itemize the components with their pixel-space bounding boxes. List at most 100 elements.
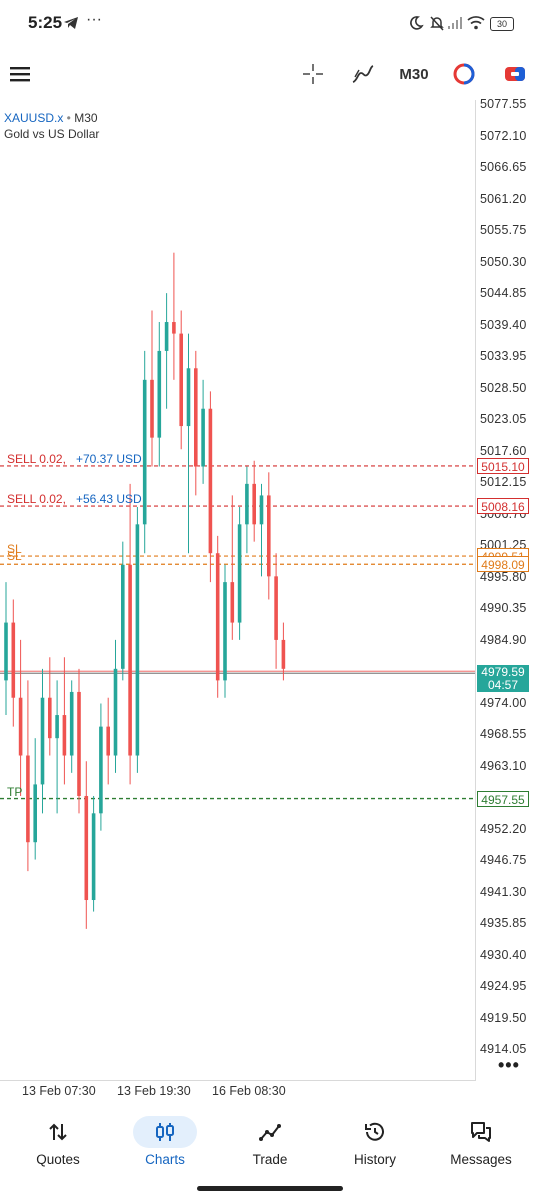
- candle: [48, 657, 52, 756]
- candle: [237, 506, 242, 640]
- nav-quotes[interactable]: Quotes: [8, 1108, 108, 1172]
- price-axis-divider: [475, 100, 476, 1081]
- price-axis-label: 5023.05: [480, 412, 527, 426]
- indicators-button[interactable]: [350, 60, 376, 88]
- price-axis-label: 4935.85: [480, 916, 527, 930]
- crosshair-button[interactable]: [300, 60, 326, 88]
- price-axis-label: 5028.50: [480, 380, 527, 395]
- candle: [179, 310, 183, 450]
- symbol-name: XAUUSD.x: [4, 111, 64, 125]
- sl-label-2[interactable]: SL: [7, 549, 22, 563]
- price-axis-label: 4995.80: [480, 569, 527, 584]
- order-side: SELL 0.02,: [7, 452, 66, 466]
- candle: [230, 495, 235, 640]
- candle-body: [252, 483, 256, 525]
- price-axis-label: 4968.55: [480, 727, 527, 741]
- new-order-button[interactable]: [501, 60, 529, 88]
- candle: [164, 293, 169, 409]
- battery-level: 30: [496, 19, 507, 29]
- candle: [4, 582, 8, 716]
- candle: [55, 680, 59, 814]
- trade-line-icon: [259, 1124, 281, 1141]
- candle: [194, 350, 198, 496]
- chart-toolbar: M30: [0, 48, 540, 100]
- more-options-icon[interactable]: •••: [498, 1055, 520, 1075]
- candle: [252, 460, 256, 542]
- candle: [33, 738, 37, 860]
- telegram-icon: [64, 17, 78, 29]
- candle-body: [157, 350, 162, 438]
- one-click-trading-button[interactable]: [450, 60, 478, 88]
- tp-label[interactable]: TP: [7, 785, 23, 799]
- candle-body: [106, 726, 110, 756]
- sl-label-1[interactable]: SL: [7, 542, 22, 556]
- candle-body: [121, 564, 125, 669]
- candle-body: [186, 368, 191, 427]
- current-price-tag: 4979.59 04:57: [477, 665, 529, 692]
- candle: [91, 795, 96, 912]
- candle: [84, 761, 89, 929]
- tp-price-tag: 4957.55: [477, 791, 529, 807]
- price-axis-label: 5066.65: [480, 160, 527, 174]
- price-axis-label: 5012.15: [480, 475, 527, 489]
- time-axis-divider: [0, 1080, 476, 1081]
- current-price: 4979.59: [481, 665, 525, 679]
- price-axis-label: 4984.90: [480, 632, 527, 647]
- candle: [157, 322, 162, 467]
- status-bar: 5:25 ··· 30: [0, 0, 540, 48]
- symbol-info: XAUUSD.x • M30: [4, 111, 98, 125]
- candle-body: [274, 576, 278, 640]
- price-axis-label: 4914.05: [480, 1042, 527, 1056]
- candle: [150, 310, 154, 467]
- candle: [135, 506, 140, 773]
- chart-area[interactable]: XAUUSD.x • M30 Gold vs US Dollar 5077.55…: [0, 97, 540, 1098]
- candle-body: [237, 524, 242, 623]
- crosshair-icon: [303, 64, 323, 84]
- moon-icon: [410, 16, 424, 30]
- nav-trade[interactable]: Trade: [220, 1108, 320, 1172]
- sell-order-label-1[interactable]: SELL 0.02, +70.37 USD: [7, 452, 142, 466]
- timeframe-label: M30: [399, 65, 429, 83]
- bottom-navigation: Quotes Charts Trade History Messages: [0, 1108, 540, 1178]
- menu-button[interactable]: [6, 60, 34, 88]
- candle-body: [4, 622, 8, 681]
- candle: [142, 350, 147, 554]
- candle-body: [62, 715, 67, 756]
- candle-body: [40, 697, 45, 785]
- candle-body: [150, 379, 154, 438]
- sl-price-tag-2: 4998.09: [477, 556, 529, 572]
- nav-messages[interactable]: Messages: [431, 1108, 531, 1172]
- sell-order-label-2[interactable]: SELL 0.02, +56.43 USD: [7, 492, 142, 506]
- price-axis-label: 4974.00: [480, 695, 527, 710]
- status-time: 5:25: [28, 13, 63, 32]
- candle-body: [77, 691, 81, 796]
- candle-body: [84, 795, 89, 901]
- price-axis-label: 4919.50: [480, 1010, 527, 1025]
- price-axis-label: 5061.20: [480, 191, 527, 206]
- candle-body: [99, 726, 103, 814]
- wifi-icon: [467, 16, 485, 30]
- candle: [26, 680, 30, 872]
- home-indicator: [197, 1186, 343, 1191]
- candle-body: [55, 715, 59, 739]
- new-order-icon: [505, 67, 525, 81]
- candle-body: [48, 697, 52, 739]
- timeframe-button[interactable]: M30: [394, 60, 434, 88]
- candle: [245, 466, 249, 554]
- indicator-curve-icon: [352, 65, 374, 83]
- candle: [69, 680, 74, 773]
- price-axis-label: 5050.30: [480, 254, 527, 269]
- nav-history[interactable]: History: [325, 1108, 425, 1172]
- candle: [281, 622, 286, 681]
- candle: [201, 379, 205, 484]
- symbol-description: Gold vs US Dollar: [4, 127, 100, 141]
- price-chart[interactable]: [0, 100, 476, 1081]
- candle-body: [69, 691, 74, 756]
- candle-body: [142, 379, 147, 525]
- candle-body: [208, 408, 213, 554]
- nav-quotes-label: Quotes: [36, 1152, 80, 1167]
- candle-body: [267, 495, 271, 577]
- nav-charts[interactable]: Charts: [115, 1108, 215, 1172]
- candle: [186, 333, 191, 554]
- time-label-2: 13 Feb 19:30: [117, 1084, 191, 1098]
